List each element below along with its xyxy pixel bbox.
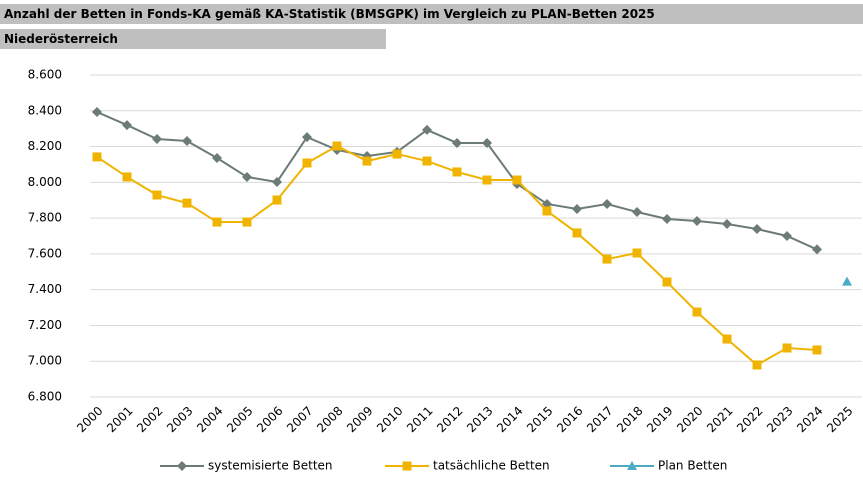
data-point — [572, 203, 582, 214]
y-tick-label: 8.000 — [28, 175, 62, 189]
data-point — [212, 217, 222, 227]
x-tick-label: 2011 — [404, 404, 435, 435]
title-bar: Anzahl der Betten in Fonds-KA gemäß KA-S… — [0, 4, 863, 24]
data-point — [302, 132, 312, 143]
x-tick-label: 2005 — [224, 404, 255, 435]
x-tick-label: 2008 — [314, 404, 345, 435]
data-point — [692, 307, 702, 317]
data-point — [392, 149, 402, 159]
x-tick-label: 2017 — [584, 404, 615, 435]
data-point — [182, 136, 192, 147]
y-tick-label: 7.400 — [28, 282, 62, 296]
data-point — [782, 343, 792, 353]
data-point — [722, 334, 732, 344]
data-point — [512, 175, 522, 185]
data-point — [602, 254, 612, 264]
data-point — [752, 360, 762, 370]
data-point — [692, 215, 702, 226]
x-tick-label: 2009 — [344, 404, 375, 435]
data-point — [152, 190, 162, 200]
x-tick-label: 2012 — [434, 404, 465, 435]
data-point — [602, 198, 612, 209]
data-point — [722, 219, 732, 230]
y-tick-label: 7.200 — [28, 318, 62, 332]
x-tick-label: 2023 — [764, 404, 795, 435]
x-tick-label: 2024 — [794, 404, 825, 435]
data-point — [332, 141, 342, 151]
y-tick-label: 7.800 — [28, 211, 62, 225]
y-tick-label: 6.800 — [28, 390, 62, 404]
x-tick-label: 2021 — [704, 404, 735, 435]
y-tick-label: 8.600 — [28, 68, 62, 82]
series-line — [96, 111, 818, 251]
data-point — [452, 167, 462, 177]
legend-label: Plan Betten — [658, 459, 727, 473]
data-point — [92, 107, 102, 118]
y-tick-label: 8.200 — [28, 139, 62, 153]
x-tick-label: 2014 — [494, 404, 525, 435]
data-point — [422, 124, 432, 135]
data-point — [152, 134, 162, 145]
data-point — [632, 207, 642, 218]
x-tick-label: 2002 — [134, 404, 165, 435]
data-point — [812, 244, 822, 255]
data-point — [752, 224, 762, 235]
data-point — [272, 195, 282, 205]
data-point — [662, 277, 672, 287]
data-point — [842, 276, 852, 286]
x-tick-label: 2020 — [674, 404, 705, 435]
legend-marker — [177, 461, 187, 471]
data-point — [782, 231, 792, 241]
legend-label: tatsächliche Betten — [433, 459, 550, 473]
data-point — [482, 137, 492, 148]
x-tick-label: 2010 — [374, 404, 405, 435]
data-point — [242, 171, 252, 182]
x-tick-label: 2013 — [464, 404, 495, 435]
x-tick-label: 2016 — [554, 404, 585, 435]
x-tick-label: 2025 — [824, 404, 855, 435]
legend-label: systemisierte Betten — [208, 459, 333, 473]
data-point — [572, 228, 582, 238]
data-point — [212, 153, 222, 164]
data-point — [482, 175, 492, 185]
subtitle-bar: Niederösterreich — [0, 29, 386, 49]
y-tick-label: 8.400 — [28, 103, 62, 117]
x-tick-label: 2015 — [524, 404, 555, 435]
x-tick-label: 2001 — [104, 404, 135, 435]
data-point — [632, 248, 642, 258]
data-point — [452, 137, 462, 148]
data-point — [362, 156, 372, 166]
data-point — [92, 152, 102, 162]
x-tick-label: 2003 — [164, 404, 195, 435]
legend-marker — [402, 461, 412, 471]
x-tick-label: 2000 — [74, 404, 105, 435]
data-point — [422, 156, 432, 166]
series-line — [96, 144, 818, 367]
data-point — [122, 172, 132, 182]
y-tick-label: 7.600 — [28, 246, 62, 260]
data-point — [662, 214, 672, 225]
x-tick-label: 2022 — [734, 404, 765, 435]
x-tick-label: 2007 — [284, 404, 315, 435]
legend-marker — [627, 461, 637, 470]
data-point — [122, 120, 132, 131]
x-tick-label: 2006 — [254, 404, 285, 435]
x-tick-label: 2018 — [614, 404, 645, 435]
x-tick-label: 2019 — [644, 404, 675, 435]
data-point — [182, 198, 192, 208]
x-tick-label: 2004 — [194, 404, 225, 435]
data-point — [242, 217, 252, 227]
data-point — [542, 206, 552, 216]
data-point — [272, 176, 282, 187]
data-point — [302, 158, 312, 168]
data-point — [812, 345, 822, 355]
y-tick-label: 7.000 — [28, 354, 62, 368]
